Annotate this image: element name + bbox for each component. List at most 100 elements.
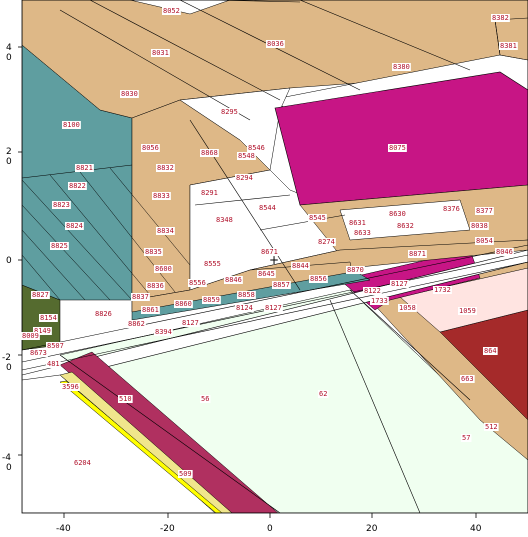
zone-label[interactable]: 8633 xyxy=(354,229,371,237)
zone-label[interactable]: 8124 xyxy=(236,304,253,312)
zone-label[interactable]: 8827 xyxy=(32,291,49,299)
zone-label[interactable]: 8861 xyxy=(142,306,159,314)
zone-6204-fill xyxy=(22,374,216,513)
zone-label[interactable]: 8870 xyxy=(347,266,364,274)
zone-label[interactable]: 8834 xyxy=(157,227,174,235)
zone-label-background xyxy=(408,250,427,258)
zone-label[interactable]: 8837 xyxy=(132,293,149,301)
zone-label[interactable]: 8844 xyxy=(292,262,309,270)
zone-label-background xyxy=(483,347,498,355)
zone-label[interactable]: 8671 xyxy=(261,248,278,256)
zone-label[interactable]: 8556 xyxy=(189,279,206,287)
zone-label[interactable]: 8054 xyxy=(476,237,493,245)
zone-label[interactable]: 8382 xyxy=(492,14,509,22)
zone-label-background xyxy=(151,49,170,57)
zone-label[interactable]: 8825 xyxy=(51,242,68,250)
zone-label[interactable]: 8046 xyxy=(496,248,513,256)
zone-label[interactable]: 8274 xyxy=(318,238,335,246)
zone-label[interactable]: 8294 xyxy=(236,174,253,182)
zone-label-background xyxy=(291,262,310,270)
zone-label[interactable]: 56 xyxy=(201,395,209,403)
zone-label-background xyxy=(61,383,80,391)
zone-label[interactable]: 8348 xyxy=(216,216,233,224)
zone-label[interactable]: 510 xyxy=(119,395,132,403)
zone-label[interactable]: 8600 xyxy=(155,265,172,273)
zone-label-background xyxy=(181,319,200,327)
zone-label[interactable]: 8291 xyxy=(201,189,218,197)
zone-label[interactable]: 8822 xyxy=(69,182,86,190)
zone-label[interactable]: 1059 xyxy=(459,307,476,315)
zone-label[interactable]: 8122 xyxy=(364,287,381,295)
zone-label[interactable]: 1733 xyxy=(371,297,388,305)
zone-label[interactable]: 8546 xyxy=(248,144,265,152)
zone-label[interactable]: 8871 xyxy=(409,250,426,258)
zone-label[interactable]: 8075 xyxy=(389,144,406,152)
zone-label[interactable]: 8630 xyxy=(389,210,406,218)
zone-label[interactable]: 1732 xyxy=(434,286,451,294)
zone-label[interactable]: 3596 xyxy=(62,383,79,391)
zone-label[interactable]: 663 xyxy=(461,375,474,383)
zone-label[interactable]: 8673 xyxy=(30,349,47,357)
zone-label[interactable]: 509 xyxy=(179,470,192,478)
zone-label[interactable]: 8030 xyxy=(121,90,138,98)
zone-label[interactable]: 8860 xyxy=(175,300,192,308)
zone-label[interactable]: 8824 xyxy=(66,222,83,230)
zone-label[interactable]: 512 xyxy=(485,423,498,431)
zone-label[interactable]: 8056 xyxy=(142,144,159,152)
zone-label[interactable]: 62 xyxy=(319,390,327,398)
zone-label[interactable]: 8544 xyxy=(259,204,276,212)
zone-label[interactable]: 8631 xyxy=(349,219,366,227)
zone-label[interactable]: 8858 xyxy=(238,291,255,299)
zone-label[interactable]: 8868 xyxy=(201,149,218,157)
zone-label[interactable]: 8857 xyxy=(273,281,290,289)
zone-label[interactable]: 8295 xyxy=(221,108,238,116)
zone-label[interactable]: 57 xyxy=(462,434,470,442)
zone-label-background xyxy=(215,216,234,224)
zone-label[interactable]: 8036 xyxy=(267,40,284,48)
zone-label-background xyxy=(162,7,181,15)
zone-label[interactable]: 8127 xyxy=(182,319,199,327)
zone-8075-fill xyxy=(274,71,528,206)
zone-label[interactable]: 8856 xyxy=(310,275,327,283)
zone-label-background xyxy=(260,248,279,256)
zone-label[interactable]: 8377 xyxy=(476,207,493,215)
zone-label[interactable]: 8823 xyxy=(53,201,70,209)
zone-label[interactable]: 8154 xyxy=(40,314,57,322)
zone-label[interactable]: 8555 xyxy=(204,260,221,268)
zone-label[interactable]: 8836 xyxy=(147,282,164,290)
zone-label-background xyxy=(442,205,461,213)
zone-label[interactable]: 8859 xyxy=(203,296,220,304)
zone-label[interactable]: 8826 xyxy=(95,310,112,318)
zone-label[interactable]: 8645 xyxy=(258,270,275,278)
zone-label[interactable]: 8545 xyxy=(309,214,326,222)
zone-label[interactable]: 8548 xyxy=(238,152,255,160)
zone-label[interactable]: 8100 xyxy=(63,121,80,129)
zone-label[interactable]: 481 xyxy=(47,360,60,368)
zone-label[interactable]: 8394 xyxy=(155,328,172,336)
zone-label[interactable]: 8380 xyxy=(393,63,410,71)
zone-label-background xyxy=(460,375,475,383)
zone-label[interactable]: 8052 xyxy=(163,7,180,15)
zone-label-background xyxy=(363,287,382,295)
zone-label[interactable]: 8031 xyxy=(152,49,169,57)
zone-label[interactable]: 8149 xyxy=(34,327,51,335)
zone-label[interactable]: 8009 xyxy=(22,332,39,340)
zone-label[interactable]: 8127 xyxy=(391,280,408,288)
zone-label[interactable]: 8832 xyxy=(157,164,174,172)
zone-label[interactable]: 8632 xyxy=(397,222,414,230)
zone-label[interactable]: 8127 xyxy=(265,304,282,312)
zone-label[interactable]: 8821 xyxy=(76,164,93,172)
zone-label[interactable]: 8038 xyxy=(471,222,488,230)
zone-label[interactable]: 1058 xyxy=(399,304,416,312)
zone-label[interactable]: 8507 xyxy=(47,342,64,350)
zone-label[interactable]: 8833 xyxy=(153,192,170,200)
zone-label[interactable]: 8835 xyxy=(145,248,162,256)
zone-label[interactable]: 8862 xyxy=(128,320,145,328)
zone-label-background xyxy=(21,332,40,340)
zone-label[interactable]: 6204 xyxy=(74,459,91,467)
zone-label[interactable]: 864 xyxy=(484,347,497,355)
zone-label[interactable]: 8376 xyxy=(443,205,460,213)
zone-label[interactable]: 8846 xyxy=(225,276,242,284)
zone-label[interactable]: 8381 xyxy=(500,42,517,50)
